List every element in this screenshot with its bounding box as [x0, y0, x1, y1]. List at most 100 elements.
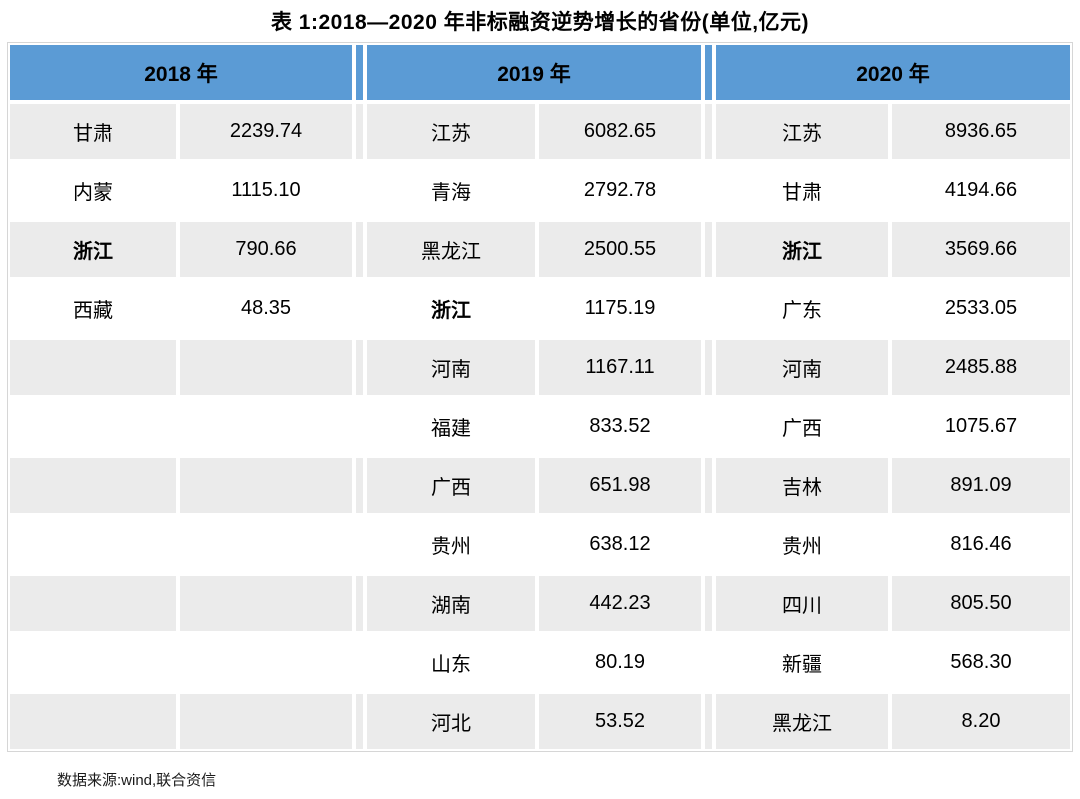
group-spacer-cell [703, 279, 714, 338]
table-title: 表 1:2018—2020 年非标融资逆势增长的省份(单位,亿元) [270, 11, 810, 34]
value-cell [178, 515, 354, 574]
value-cell [178, 456, 354, 515]
table-body: 甘肃 2239.74 江苏 6082.65 江苏 8936.65 内蒙 1115… [8, 102, 1072, 751]
value-cell: 2485.88 [890, 338, 1072, 397]
table-row: 西藏 48.35 浙江 1175.19 广东 2533.05 [8, 279, 1072, 338]
group-spacer-cell [703, 220, 714, 279]
table-row: 甘肃 2239.74 江苏 6082.65 江苏 8936.65 [8, 102, 1072, 161]
value-cell: 568.30 [890, 633, 1072, 692]
value-cell: 53.52 [537, 692, 703, 751]
group-spacer-cell [703, 515, 714, 574]
value-cell: 2500.55 [537, 220, 703, 279]
province-cell: 广东 [714, 279, 890, 338]
group-spacer-cell [354, 279, 365, 338]
value-cell: 3569.66 [890, 220, 1072, 279]
table-row: 河北 53.52 黑龙江 8.20 [8, 692, 1072, 751]
table-header: 2018 年 2019 年 2020 年 [8, 43, 1072, 102]
value-cell: 651.98 [537, 456, 703, 515]
value-cell: 1175.19 [537, 279, 703, 338]
group-spacer-cell [703, 161, 714, 220]
province-cell: 河南 [714, 338, 890, 397]
province-cell: 河北 [365, 692, 537, 751]
group-spacer-cell [703, 692, 714, 751]
value-cell [178, 574, 354, 633]
group-spacer-cell [703, 633, 714, 692]
group-spacer-cell [354, 692, 365, 751]
group-spacer-cell [354, 574, 365, 633]
province-cell: 福建 [365, 397, 537, 456]
source-note: 数据来源:wind,联合资信 [57, 772, 217, 789]
value-cell: 1075.67 [890, 397, 1072, 456]
province-cell: 吉林 [714, 456, 890, 515]
value-cell [178, 633, 354, 692]
province-cell: 黑龙江 [365, 220, 537, 279]
province-cell: 四川 [714, 574, 890, 633]
province-cell: 新疆 [714, 633, 890, 692]
province-cell [8, 692, 178, 751]
value-cell: 8936.65 [890, 102, 1072, 161]
province-cell: 河南 [365, 338, 537, 397]
group-spacer-cell [354, 220, 365, 279]
province-cell [8, 397, 178, 456]
province-cell: 浙江 [714, 220, 890, 279]
province-cell: 广西 [714, 397, 890, 456]
value-cell: 8.20 [890, 692, 1072, 751]
province-cell [8, 456, 178, 515]
table-row: 湖南 442.23 四川 805.50 [8, 574, 1072, 633]
group-spacer-cell [354, 456, 365, 515]
value-cell: 805.50 [890, 574, 1072, 633]
value-cell: 48.35 [178, 279, 354, 338]
province-cell: 浙江 [365, 279, 537, 338]
value-cell: 833.52 [537, 397, 703, 456]
province-cell [8, 515, 178, 574]
table-row: 山东 80.19 新疆 568.30 [8, 633, 1072, 692]
value-cell [178, 397, 354, 456]
province-cell: 内蒙 [8, 161, 178, 220]
province-cell: 广西 [365, 456, 537, 515]
province-cell: 江苏 [365, 102, 537, 161]
table-row: 内蒙 1115.10 青海 2792.78 甘肃 4194.66 [8, 161, 1072, 220]
province-cell [8, 574, 178, 633]
group-spacer-cell [354, 633, 365, 692]
province-financing-table: 2018 年 2019 年 2020 年 甘肃 2239.74 江苏 6082.… [7, 42, 1073, 752]
group-spacer-cell [703, 574, 714, 633]
group-spacer-cell [703, 43, 714, 102]
group-spacer-cell [354, 102, 365, 161]
group-spacer-cell [703, 397, 714, 456]
province-cell [8, 633, 178, 692]
value-cell: 2533.05 [890, 279, 1072, 338]
value-cell: 891.09 [890, 456, 1072, 515]
table-row: 广西 651.98 吉林 891.09 [8, 456, 1072, 515]
value-cell: 1167.11 [537, 338, 703, 397]
group-spacer-cell [703, 456, 714, 515]
group-spacer-cell [354, 338, 365, 397]
year-header-2020: 2020 年 [714, 43, 1072, 102]
value-cell [178, 338, 354, 397]
value-cell: 6082.65 [537, 102, 703, 161]
value-cell: 2239.74 [178, 102, 354, 161]
province-cell: 贵州 [714, 515, 890, 574]
group-spacer-cell [354, 397, 365, 456]
value-cell: 2792.78 [537, 161, 703, 220]
value-cell: 80.19 [537, 633, 703, 692]
value-cell: 816.46 [890, 515, 1072, 574]
value-cell: 4194.66 [890, 161, 1072, 220]
province-cell: 湖南 [365, 574, 537, 633]
group-spacer-cell [354, 161, 365, 220]
group-spacer-cell [703, 102, 714, 161]
province-cell: 浙江 [8, 220, 178, 279]
year-header-2018: 2018 年 [8, 43, 354, 102]
province-cell: 青海 [365, 161, 537, 220]
value-cell: 442.23 [537, 574, 703, 633]
table-row: 河南 1167.11 河南 2485.88 [8, 338, 1072, 397]
province-cell: 江苏 [714, 102, 890, 161]
value-cell: 1115.10 [178, 161, 354, 220]
year-header-2019: 2019 年 [365, 43, 703, 102]
group-spacer-cell [354, 515, 365, 574]
table-row: 浙江 790.66 黑龙江 2500.55 浙江 3569.66 [8, 220, 1072, 279]
province-cell: 贵州 [365, 515, 537, 574]
table-row: 福建 833.52 广西 1075.67 [8, 397, 1072, 456]
group-spacer-cell [354, 43, 365, 102]
province-cell: 黑龙江 [714, 692, 890, 751]
